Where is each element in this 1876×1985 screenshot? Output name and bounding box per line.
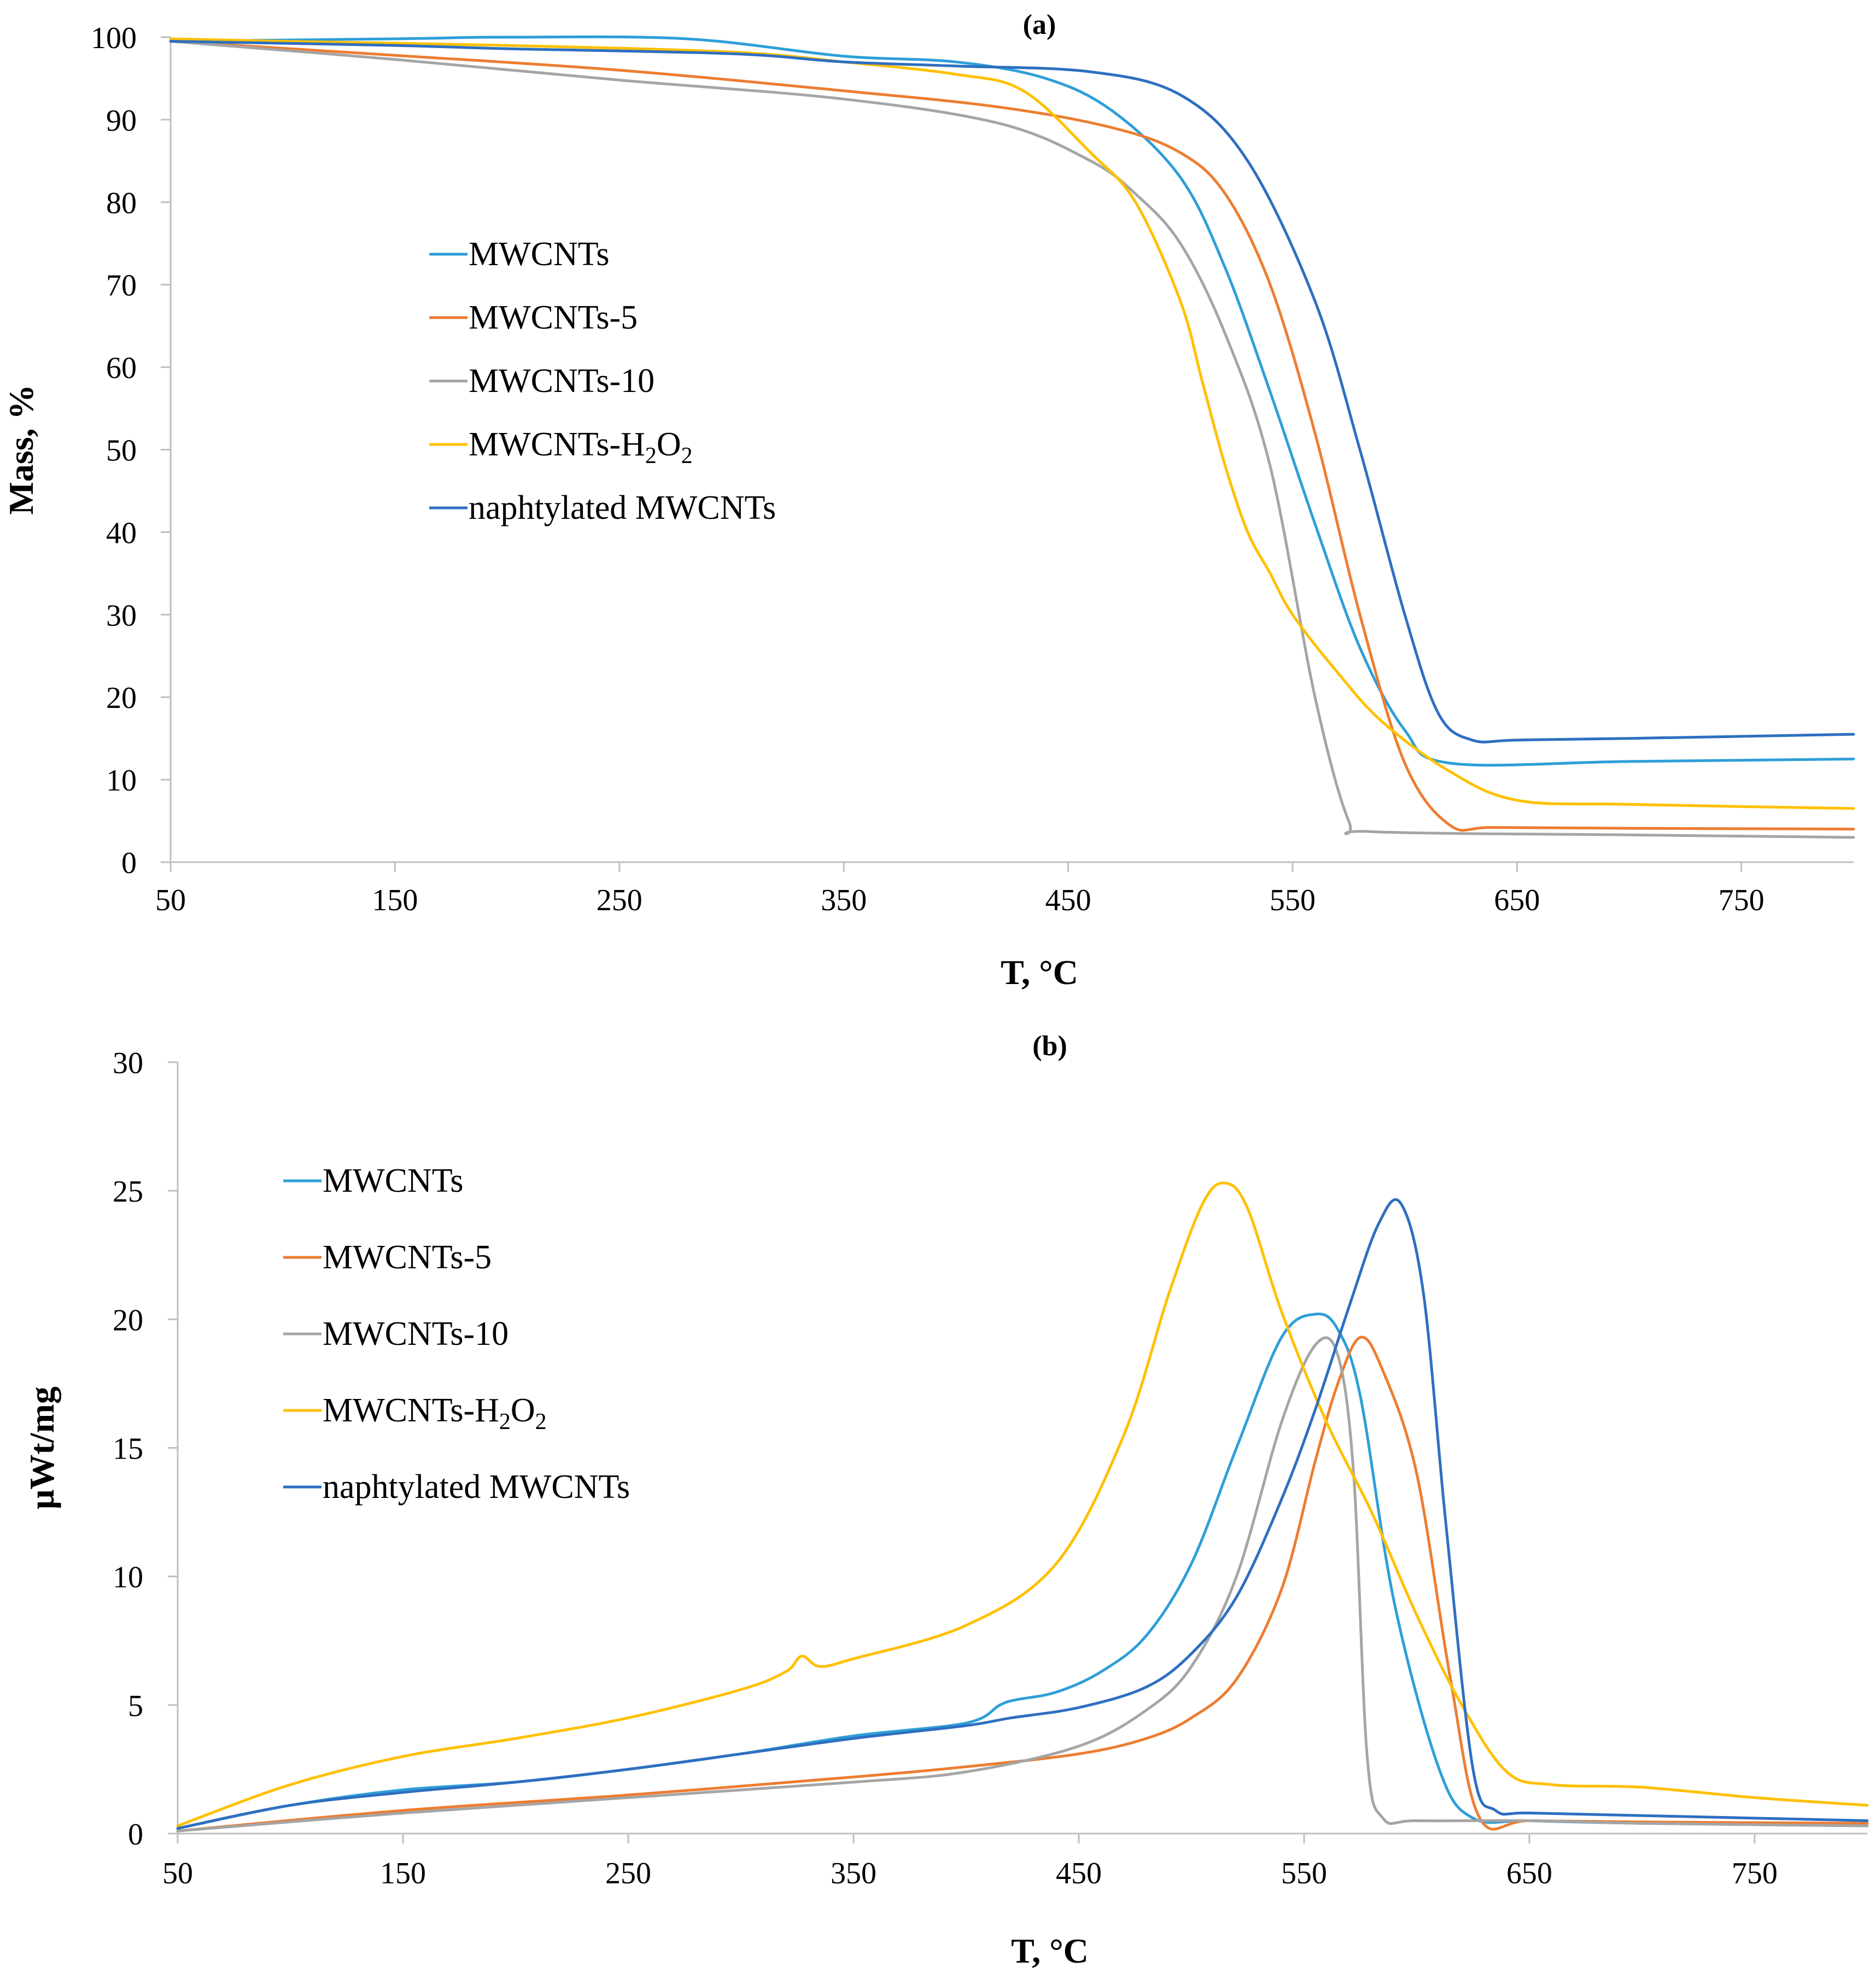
legend-label: MWCNTs-10 — [469, 362, 654, 400]
series-line-mwcnts-10 — [169, 40, 1855, 839]
panel-label: (a) — [1023, 9, 1056, 40]
series-line-naphtylated-mwcnts — [176, 1198, 1869, 1830]
y-tick-label: 50 — [106, 434, 137, 468]
y-tick-label: 25 — [113, 1175, 143, 1209]
y-tick-label: 30 — [113, 1046, 143, 1080]
y-tick-label: 20 — [106, 681, 137, 715]
panel-label: (b) — [1032, 1030, 1067, 1062]
y-tick-label: 20 — [113, 1303, 143, 1337]
y-tick-label: 15 — [113, 1432, 143, 1466]
y-axis-title: μWt/mg — [22, 1386, 61, 1509]
legend-label: naphtylated MWCNTs — [323, 1468, 630, 1506]
series-line-mwcnts-h2o2 — [176, 1181, 1869, 1828]
legend-label: naphtylated MWCNTs — [469, 489, 776, 526]
series-line-mwcnts-10 — [176, 1336, 1869, 1832]
series-line-mwcnts-h2o2 — [169, 37, 1855, 810]
y-tick-label: 60 — [106, 352, 137, 385]
x-tick-label: 250 — [605, 1857, 651, 1890]
y-tick-label: 80 — [106, 186, 137, 220]
legend-label: MWCNTs-5 — [469, 299, 638, 336]
x-tick-label: 650 — [1506, 1857, 1552, 1890]
y-tick-label: 40 — [106, 516, 137, 550]
y-tick-label: 90 — [106, 104, 137, 138]
chart-panel-a: 50 150 250 350 450 550 650 750 0 10 20 30 40 50 60 70 80… — [2, 9, 1855, 992]
y-tick-label: 5 — [128, 1689, 143, 1723]
x-axis-title: T, °C — [1011, 1931, 1089, 1970]
legend: MWCNTs MWCNTs-5 MWCNTs-10 MWCNTs-H2O2 naphty… — [283, 1162, 630, 1506]
x-tick-label: 650 — [1494, 883, 1540, 917]
chart-panel-b: 50 150 250 350 450 550 650 750 0 5 10 15 20 25 30 T, °C… — [22, 1030, 1869, 1970]
x-tick-label: 50 — [155, 883, 186, 917]
y-tick-label: 100 — [91, 21, 137, 55]
x-tick-label: 50 — [162, 1857, 193, 1890]
y-tick-label: 70 — [106, 269, 137, 303]
x-tick-label: 750 — [1719, 883, 1764, 917]
x-tick-label: 550 — [1270, 883, 1316, 917]
x-tick-label: 450 — [1045, 883, 1091, 917]
legend-label: MWCNTs-H2O2 — [469, 426, 693, 469]
series-line-mwcnts-5 — [169, 40, 1855, 832]
x-tick-label: 350 — [821, 883, 867, 917]
legend-label: MWCNTs-5 — [323, 1239, 492, 1276]
legend-label: MWCNTs-10 — [323, 1315, 509, 1352]
series-line-naphtylated-mwcnts — [169, 40, 1855, 743]
legend-label: MWCNTs — [323, 1162, 463, 1199]
legend-label: MWCNTs-H2O2 — [323, 1392, 547, 1434]
y-tick-label: 0 — [121, 846, 137, 880]
x-tick-label: 350 — [831, 1857, 876, 1890]
y-tick-label: 0 — [128, 1818, 143, 1852]
legend-label: MWCNTs — [469, 236, 609, 273]
y-tick-label: 10 — [106, 764, 137, 798]
series-line-mwcnts-5 — [176, 1336, 1869, 1832]
x-tick-label: 250 — [597, 883, 642, 917]
x-axis-title: T, °C — [1001, 953, 1078, 992]
y-tick-label: 30 — [106, 599, 137, 633]
y-axis-title: Mass, % — [2, 384, 40, 514]
x-tick-label: 150 — [380, 1857, 426, 1890]
legend: MWCNTs MWCNTs-5 MWCNTs-10 MWCNTs-H2O2 naphty… — [429, 236, 776, 526]
series-line-mwcnts — [169, 35, 1855, 767]
x-tick-label: 550 — [1281, 1857, 1327, 1890]
x-tick-label: 150 — [372, 883, 418, 917]
x-tick-label: 750 — [1732, 1857, 1778, 1890]
y-tick-label: 10 — [113, 1561, 143, 1595]
x-tick-label: 450 — [1056, 1857, 1102, 1890]
